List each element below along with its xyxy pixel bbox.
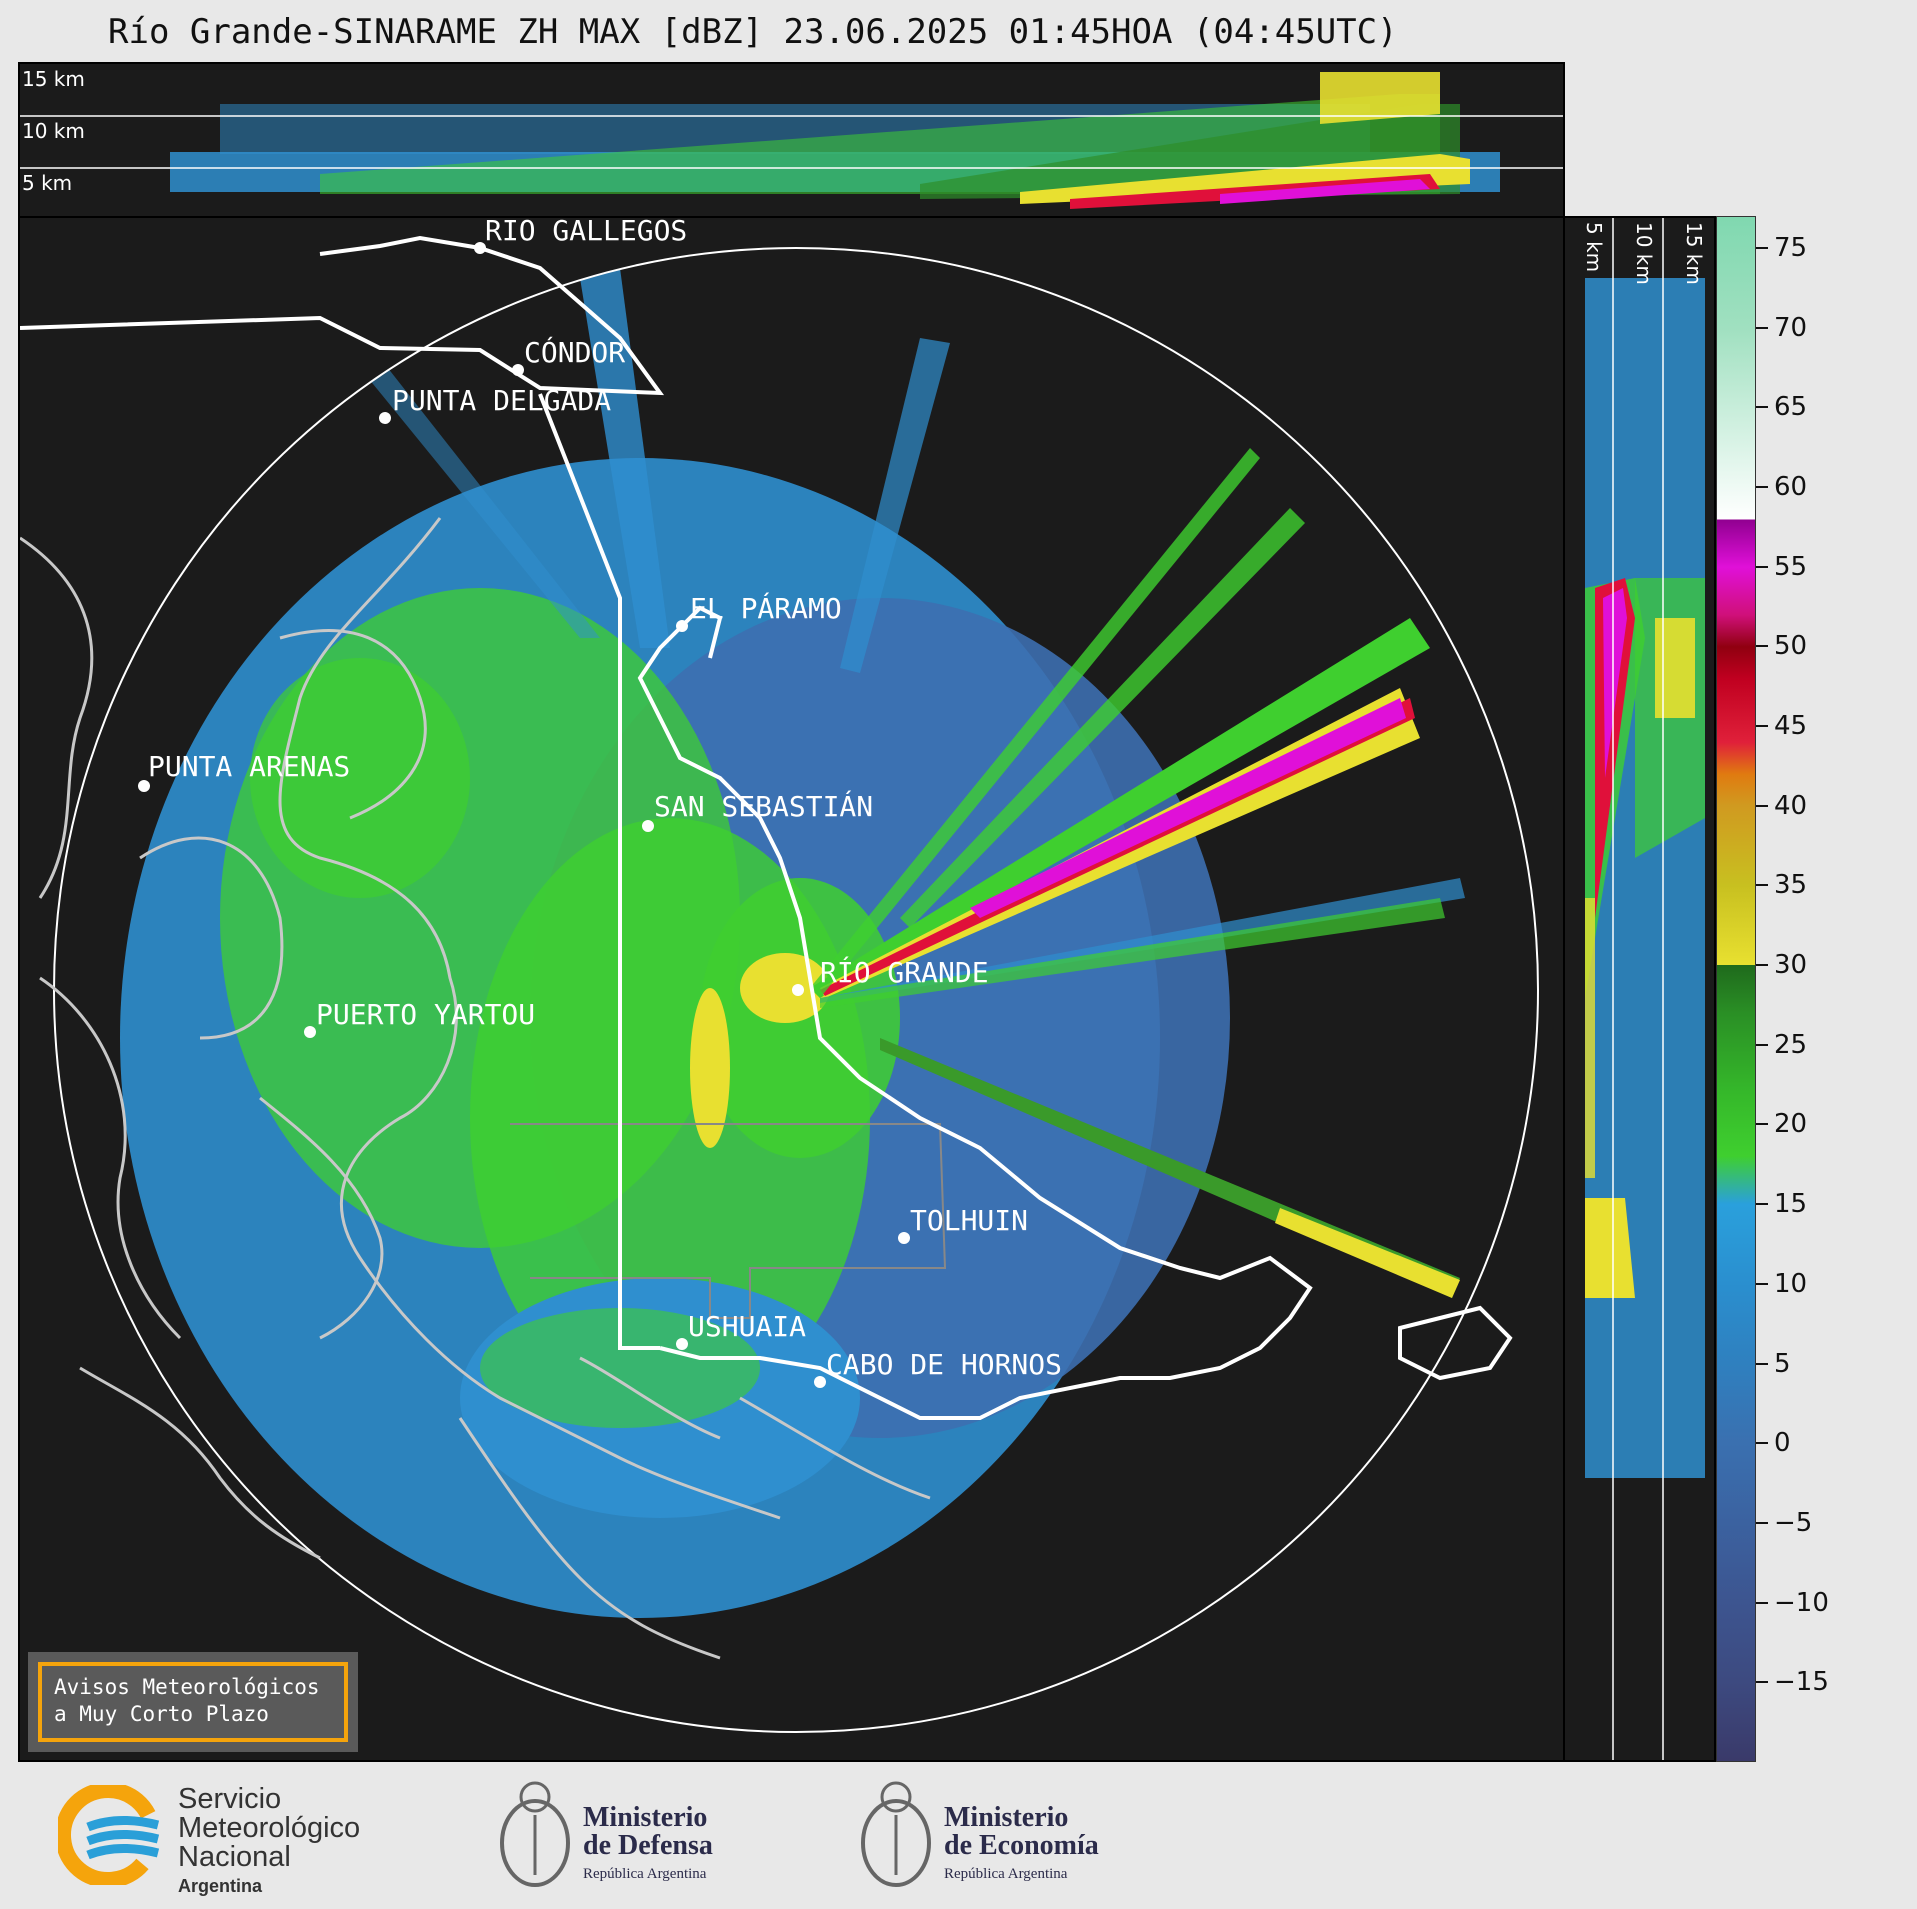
place-dot-rio-grande: [792, 984, 804, 996]
km-label-10: 10 km: [22, 119, 85, 143]
place-dot-punta-delgada: [379, 412, 391, 424]
colorbar-tick: [1756, 1442, 1768, 1445]
colorbar-tick-label: 65: [1774, 392, 1808, 423]
place-label-rio-gallegos: RÍO GALLEGOS: [485, 218, 687, 247]
colorbar-tick: [1756, 1521, 1768, 1524]
place-dot-cabo-de-hornos: [814, 1376, 826, 1388]
colorbar-tick-label: −10: [1774, 1587, 1829, 1618]
colorbar-tick-label: −5: [1774, 1507, 1813, 1538]
defensa-sub: República Argentina: [583, 1866, 707, 1882]
side-km-label-5: 5 km: [1582, 222, 1606, 272]
colorbar-tick-label: 35: [1774, 870, 1808, 901]
smn-line-4: Argentina: [178, 1876, 263, 1896]
colorbar-tick: [1756, 964, 1768, 967]
colorbar-tick-label: 50: [1774, 631, 1808, 662]
colorbar-tick-label: 15: [1774, 1189, 1808, 1220]
colorbar-tick: [1756, 1043, 1768, 1046]
smn-line-3: Nacional: [178, 1841, 291, 1873]
colorbar-tick: [1756, 406, 1768, 409]
alert-line-2: a Muy Corto Plazo: [54, 1702, 269, 1726]
colorbar-tick: [1756, 246, 1768, 249]
colorbar-tick-label: 55: [1774, 551, 1808, 582]
alert-line-1: Avisos Meteorológicos: [54, 1675, 320, 1699]
place-dot-puerto-yartou: [304, 1026, 316, 1038]
side-km-label-10: 10 km: [1632, 222, 1656, 285]
place-label-cabo-de-hornos: CABO DE HORNOS: [826, 1348, 1062, 1381]
colorbar-tick-label: 40: [1774, 790, 1808, 821]
place-dot-punta-arenas: [138, 780, 150, 792]
place-label-puerto-yartou: PUERTO YARTOU: [316, 998, 535, 1031]
colorbar-tick-label: 5: [1774, 1348, 1791, 1379]
colorbar-tick: [1756, 645, 1768, 648]
colorbar-tick-label: 75: [1774, 232, 1808, 263]
place-dot-ushuaia: [676, 1338, 688, 1350]
colorbar-tick: [1756, 884, 1768, 887]
country-borders: [20, 235, 1513, 1420]
colorbar-tick-label: 25: [1774, 1029, 1808, 1060]
place-label-punta-arenas: PUNTA ARENAS: [148, 750, 350, 783]
km-label-15: 15 km: [22, 67, 85, 91]
side-km-label-15: 15 km: [1682, 222, 1706, 285]
colorbar-tick: [1756, 804, 1768, 807]
colorbar-tick-label: 20: [1774, 1109, 1808, 1140]
colorbar-tick: [1756, 1203, 1768, 1206]
colorbar-tick: [1756, 1601, 1768, 1604]
colorbar-tick: [1756, 1681, 1768, 1684]
colorbar-tick: [1756, 485, 1768, 488]
colorbar-tick-label: 60: [1774, 471, 1808, 502]
defensa-seal-icon: [500, 1781, 570, 1887]
colorbar-tick-label: 0: [1774, 1428, 1791, 1459]
economia-sub: República Argentina: [944, 1866, 1068, 1882]
smn-line-1: Servicio: [178, 1783, 282, 1815]
place-markers: RÍO GALLEGOS CÓNDOR PUNTA DELGADA EL PÁR…: [138, 218, 1062, 1388]
economia-logo-text: Ministerio de Economía República Argenti…: [944, 1804, 1099, 1888]
place-label-ushuaia: USHUAIA: [688, 1310, 806, 1343]
colorbar-tick: [1756, 565, 1768, 568]
economia-seal-icon: [861, 1781, 931, 1887]
vertical-cross-section-top: 15 km 10 km 5 km: [18, 62, 1565, 218]
page-title: Río Grande-SINARAME ZH MAX [dBZ] 23.06.2…: [108, 12, 1398, 52]
place-dot-san-sebastian: [642, 820, 654, 832]
place-label-el-paramo: EL PÁRAMO: [690, 591, 842, 625]
colorbar-tick: [1756, 1362, 1768, 1365]
colorbar-tick-label: 30: [1774, 950, 1808, 981]
smn-logo-icon: [58, 1785, 161, 1885]
vertical-cross-section-side: 5 km 10 km 15 km: [1563, 216, 1716, 1762]
place-dot-el-paramo: [676, 620, 688, 632]
km-label-5: 5 km: [22, 171, 72, 195]
economia-title-2: de Economía: [944, 1830, 1099, 1861]
place-label-tolhuin: TOLHUIN: [910, 1204, 1028, 1237]
coastlines: [20, 517, 931, 1660]
colorbar-tick: [1756, 326, 1768, 329]
colorbar-tick-label: 45: [1774, 711, 1808, 742]
smn-logo-text: Servicio Meteorológico Nacional Argentin…: [178, 1785, 360, 1901]
place-dot-condor: [512, 364, 524, 376]
economia-title-1: Ministerio: [944, 1802, 1069, 1833]
place-label-condor: CÓNDOR: [524, 335, 625, 369]
defensa-title-1: Ministerio: [583, 1802, 708, 1833]
place-dot-tolhuin: [898, 1232, 910, 1244]
alert-badge[interactable]: Avisos Meteorológicos a Muy Corto Plazo: [28, 1652, 358, 1752]
place-label-san-sebastian: SAN SEBASTIÁN: [654, 789, 873, 823]
colorbar-tick: [1756, 1282, 1768, 1285]
alert-badge-inner: Avisos Meteorológicos a Muy Corto Plazo: [38, 1662, 348, 1742]
place-label-rio-grande: RÍO GRANDE: [820, 955, 989, 989]
place-dot-rio-gallegos: [474, 242, 486, 254]
smn-line-2: Meteorológico: [178, 1812, 361, 1844]
colorbar-tick-label: 10: [1774, 1268, 1808, 1299]
boundaries: [510, 1123, 947, 1319]
place-label-punta-delgada: PUNTA DELGADA: [392, 384, 611, 417]
colorbar-tick: [1756, 725, 1768, 728]
defensa-logo-text: Ministerio de Defensa República Argentin…: [583, 1804, 713, 1888]
reflectivity-field: [120, 268, 1465, 1618]
dbz-colorbar: [1716, 216, 1756, 1762]
radar-map[interactable]: RÍO GALLEGOS CÓNDOR PUNTA DELGADA EL PÁR…: [18, 216, 1565, 1762]
colorbar-tick: [1756, 1123, 1768, 1126]
colorbar-tick-label: 70: [1774, 312, 1808, 343]
defensa-title-2: de Defensa: [583, 1830, 713, 1861]
colorbar-tick-label: −15: [1774, 1667, 1829, 1698]
